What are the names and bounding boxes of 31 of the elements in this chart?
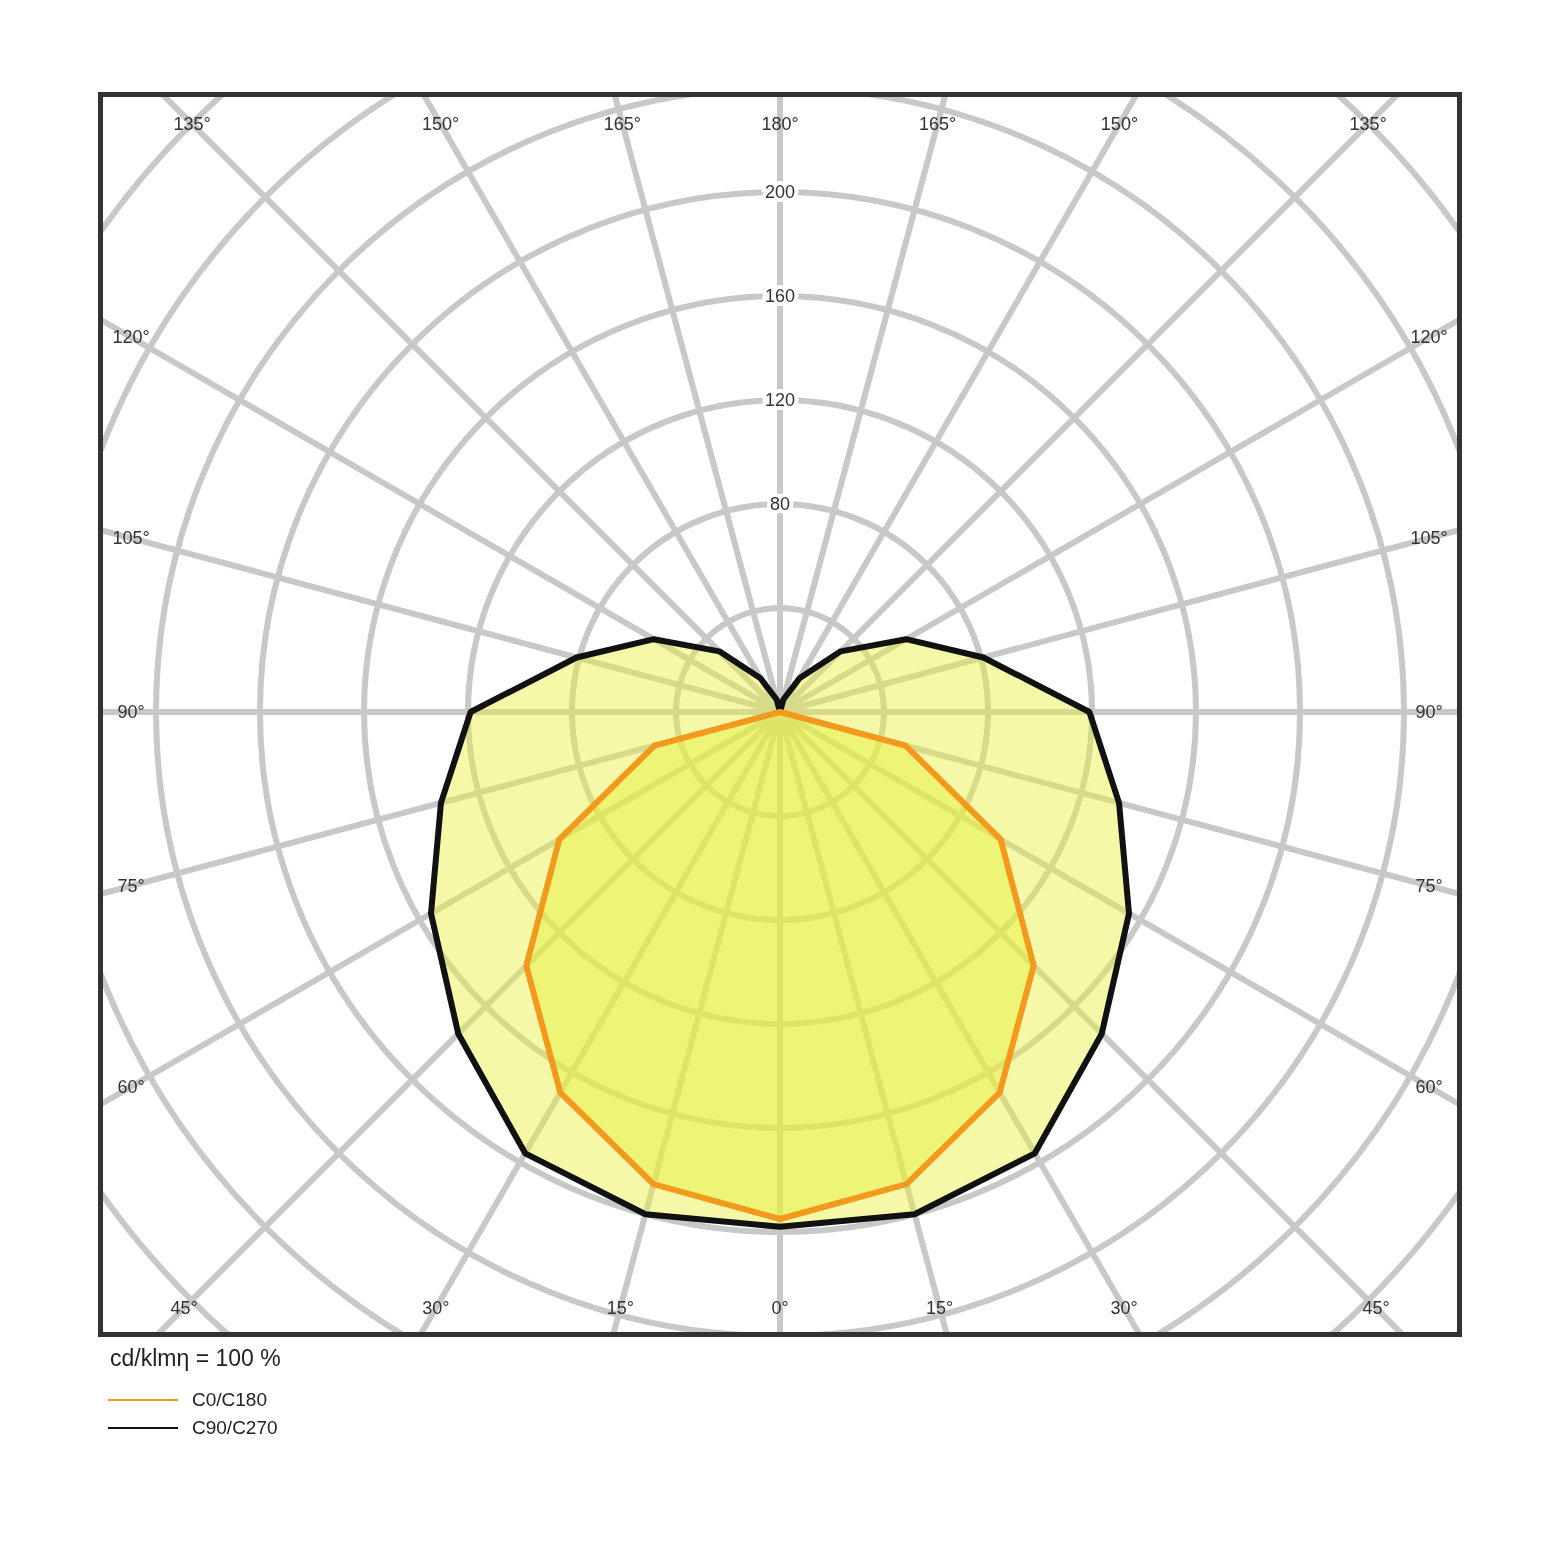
spoke-label: 150° <box>421 114 460 134</box>
spoke-label: 180° <box>761 114 799 134</box>
spoke-label: 75° <box>1415 875 1443 896</box>
spoke-label: 150° <box>1100 114 1139 134</box>
legend-label: C0/C180 <box>192 1389 267 1411</box>
spoke-label: 45° <box>1362 1298 1390 1318</box>
spoke-label: 165° <box>918 114 957 134</box>
spoke-label: 105° <box>112 528 150 549</box>
legend-label: C90/C270 <box>192 1417 278 1439</box>
spoke-label: 90° <box>117 702 145 722</box>
spoke-label: 15° <box>606 1298 634 1318</box>
spoke-label: 60° <box>117 1076 145 1097</box>
y-tick-label: 160 <box>764 286 796 306</box>
spoke-label: 135° <box>1349 114 1387 134</box>
y-tick-label: 200 <box>764 182 796 202</box>
spoke-label: 120° <box>1410 327 1448 348</box>
spoke-label: 165° <box>603 114 642 134</box>
spoke-label: 30° <box>422 1298 450 1318</box>
spoke-label: 45° <box>170 1298 198 1318</box>
spoke-label: 15° <box>926 1298 954 1318</box>
spoke-label: 0° <box>771 1298 789 1318</box>
spoke-label: 75° <box>117 875 145 896</box>
spoke-label: 135° <box>173 114 211 134</box>
spoke-label: 105° <box>1410 528 1448 549</box>
spoke-label: 90° <box>1415 702 1443 722</box>
y-tick-label: 120 <box>764 390 796 410</box>
spoke-label: 120° <box>112 327 150 348</box>
y-tick-label: 80 <box>769 494 791 514</box>
spoke-label: 30° <box>1110 1298 1138 1318</box>
spoke-label: 60° <box>1415 1076 1443 1097</box>
text: cd/klmη = 100 % <box>110 1345 282 1372</box>
